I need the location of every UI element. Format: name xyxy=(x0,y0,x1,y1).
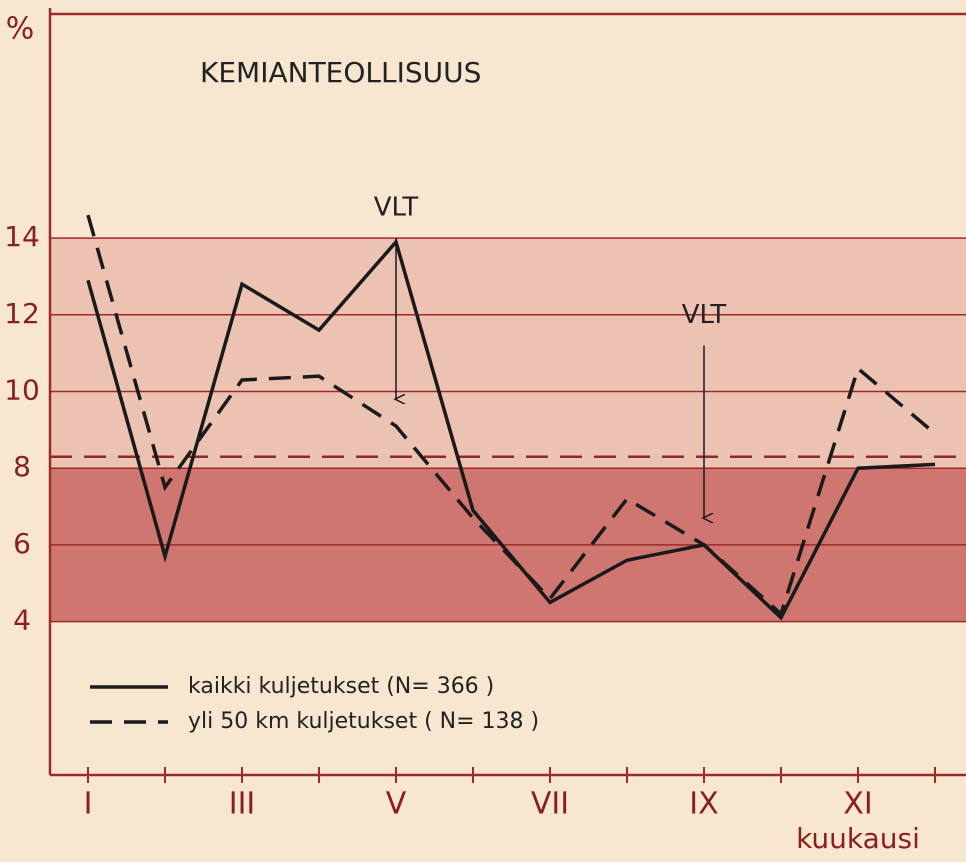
legend-label: kaikki kuljetukset (N= 366 ) xyxy=(188,674,494,699)
y-tick-label: 10 xyxy=(4,374,40,407)
band xyxy=(50,238,966,469)
y-tick-label: 4 xyxy=(13,604,31,637)
y-tick-label: 6 xyxy=(13,527,31,560)
x-axis-label: kuukausi xyxy=(796,822,920,855)
x-tick-label: IX xyxy=(689,787,718,822)
x-tick-label: XI xyxy=(843,787,872,822)
x-tick-label: III xyxy=(229,787,256,822)
x-tick-label: V xyxy=(386,787,407,822)
x-tick-label: I xyxy=(84,787,93,822)
y-axis-label: % xyxy=(6,12,35,47)
y-tick-label: 8 xyxy=(13,450,31,483)
legend-label: yli 50 km kuljetukset ( N= 138 ) xyxy=(188,709,539,734)
annotation-label: VLT xyxy=(374,193,419,223)
y-tick-label: 12 xyxy=(4,297,40,330)
y-tick-label: 14 xyxy=(4,220,40,253)
annotation-label: VLT xyxy=(682,300,727,330)
chart-title: KEMIANTEOLLISUUS xyxy=(200,56,481,89)
x-tick-label: VII xyxy=(531,787,569,822)
series-line xyxy=(86,214,937,618)
